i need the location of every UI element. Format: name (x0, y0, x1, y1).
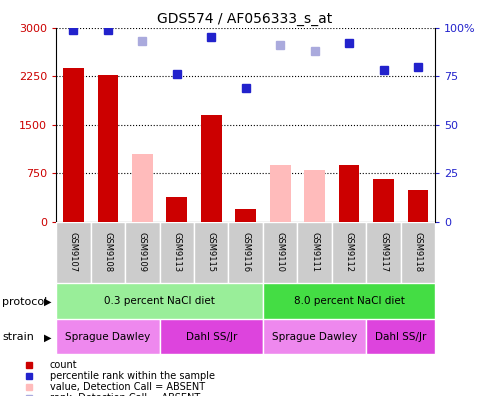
Bar (125, 222, 159, 283)
Bar (407, 190, 427, 222)
Bar (56, 283, 263, 319)
Text: percentile rank within the sample: percentile rank within the sample (50, 371, 214, 381)
Text: GSM9112: GSM9112 (344, 232, 353, 272)
Bar (400, 222, 434, 283)
Text: 8.0 percent NaCl diet: 8.0 percent NaCl diet (293, 296, 404, 306)
Bar (304, 170, 325, 222)
Text: GSM9115: GSM9115 (206, 232, 215, 272)
Bar (372, 179, 393, 222)
Text: Dahl SS/Jr: Dahl SS/Jr (374, 331, 426, 342)
Text: strain: strain (2, 332, 34, 343)
Bar (269, 166, 290, 222)
Bar (263, 222, 297, 283)
Text: Dahl SS/Jr: Dahl SS/Jr (185, 331, 237, 342)
Text: Sprague Dawley: Sprague Dawley (271, 331, 357, 342)
Text: Sprague Dawley: Sprague Dawley (65, 331, 150, 342)
Bar (263, 319, 366, 354)
Text: GSM9109: GSM9109 (138, 232, 146, 272)
Text: count: count (50, 360, 77, 370)
Text: GSM9110: GSM9110 (275, 232, 284, 272)
Text: protocol: protocol (2, 297, 48, 307)
Bar (338, 166, 359, 222)
Text: GSM9107: GSM9107 (69, 232, 78, 272)
Text: GSM9116: GSM9116 (241, 232, 250, 272)
Bar (56, 319, 159, 354)
Bar (63, 69, 83, 222)
Text: GSM9113: GSM9113 (172, 232, 181, 272)
Bar (56, 222, 90, 283)
Bar (331, 222, 366, 283)
Bar (201, 115, 221, 222)
Bar (235, 209, 256, 222)
Text: rank, Detection Call = ABSENT: rank, Detection Call = ABSENT (50, 393, 200, 396)
Text: GDS574 / AF056333_s_at: GDS574 / AF056333_s_at (157, 12, 331, 26)
Bar (166, 197, 187, 222)
Bar (263, 283, 434, 319)
Text: value, Detection Call = ABSENT: value, Detection Call = ABSENT (50, 382, 204, 392)
Bar (194, 222, 228, 283)
Bar (159, 222, 194, 283)
Bar (98, 75, 118, 222)
Bar (366, 319, 434, 354)
Bar (132, 154, 152, 222)
Text: ▶: ▶ (44, 297, 52, 307)
Bar (159, 319, 263, 354)
Text: ▶: ▶ (44, 332, 52, 343)
Bar (90, 222, 125, 283)
Bar (297, 222, 331, 283)
Bar (228, 222, 263, 283)
Text: GSM9118: GSM9118 (413, 232, 422, 272)
Bar (366, 222, 400, 283)
Text: GSM9108: GSM9108 (103, 232, 112, 272)
Text: 0.3 percent NaCl diet: 0.3 percent NaCl diet (104, 296, 215, 306)
Text: GSM9117: GSM9117 (378, 232, 387, 272)
Text: GSM9111: GSM9111 (309, 232, 319, 272)
